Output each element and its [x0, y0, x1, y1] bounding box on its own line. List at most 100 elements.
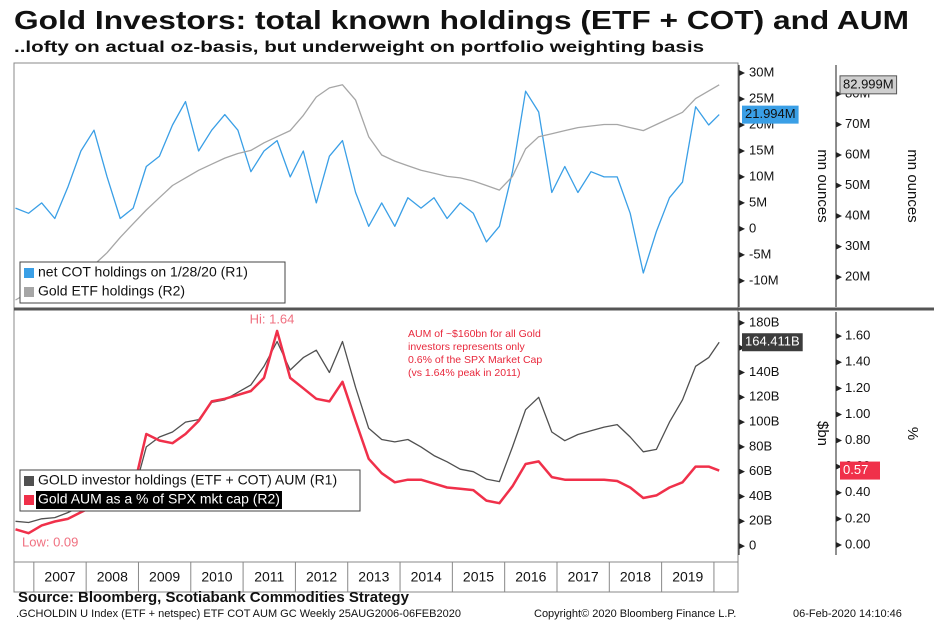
y-tick-label: 140B: [749, 364, 779, 379]
y2-tick-label: 70M: [845, 116, 870, 131]
footer: 06-Feb-2020 14:10:46: [793, 608, 902, 620]
y-tick: [739, 70, 745, 77]
y-tick: [739, 468, 745, 475]
y-tick: [739, 443, 745, 450]
last-value-label: 82.999M: [843, 76, 894, 91]
y2-tick: [836, 121, 842, 128]
legend-label: Gold ETF holdings (R2): [38, 283, 185, 299]
source: Source: Bloomberg, Scotiabank Commoditie…: [18, 589, 410, 606]
y-tick: [739, 199, 745, 206]
y-tick-label: 30M: [749, 64, 774, 79]
series-line: [15, 84, 720, 301]
y-axis-title: $bn: [814, 421, 831, 446]
y2-tick-label: 50M: [845, 177, 870, 192]
y2-tick-label: 1.40: [845, 354, 870, 369]
y-tick-label: 120B: [749, 389, 779, 404]
y-tick-label: 0: [749, 538, 756, 553]
y2-tick: [836, 385, 842, 392]
chart-subtitle: ..lofty on actual oz-basis, but underwei…: [14, 39, 704, 56]
annotation-note: AUM of ~$160bn for all Gold: [408, 328, 541, 340]
y-tick: [739, 251, 745, 258]
legend-swatch: [24, 495, 34, 505]
series-line: [15, 90, 720, 274]
x-tick-label: 2019: [672, 569, 703, 585]
y-tick: [739, 147, 745, 154]
y-tick: [739, 419, 745, 426]
annotation-note: 0.6% of the SPX Market Cap: [408, 354, 542, 366]
y-tick-label: 25M: [749, 90, 774, 105]
footer: Copyright© 2020 Bloomberg Finance L.P.: [534, 608, 736, 620]
x-tick-label: 2015: [463, 569, 494, 585]
y-tick: [739, 394, 745, 401]
x-tick-label: 2009: [149, 569, 180, 585]
y2-tick-label: 1.20: [845, 380, 870, 395]
last-value-tag: [839, 75, 898, 95]
legend-box: [19, 261, 286, 304]
y-tick: [739, 319, 745, 326]
x-tick-label: 2007: [44, 569, 75, 585]
y-tick: [739, 173, 745, 180]
y2-tick-label: 0.00: [845, 536, 870, 551]
legend-label: GOLD investor holdings (ETF + COT) AUM (…: [38, 472, 337, 488]
annotation-note: (vs 1.64% peak in 2011): [408, 367, 520, 379]
y2-tick-label: 0.80: [845, 432, 870, 447]
y-axis-title: mn ounces: [814, 149, 831, 222]
y2-tick: [836, 333, 842, 340]
legend-swatch: [24, 287, 34, 297]
y-tick-label: 40B: [749, 488, 772, 503]
last-value-tag: [742, 105, 799, 124]
footer: .GCHOLDIN U Index (ETF + netspec) ETF CO…: [16, 608, 461, 620]
y-tick-label: 0: [749, 220, 756, 235]
y-tick-label: -10M: [749, 272, 779, 287]
y-tick-label: 5M: [749, 194, 767, 209]
y2-tick: [836, 411, 842, 418]
y-tick-label: 15M: [749, 142, 774, 157]
y-tick-label: 10M: [749, 168, 774, 183]
y-tick-label: 80B: [749, 438, 772, 453]
x-tick-label: 2018: [620, 569, 651, 585]
annotation-note: investors represents only: [408, 341, 525, 353]
y2-tick-label: 30M: [845, 238, 870, 253]
x-tick-label: 2016: [515, 569, 546, 585]
last-value-label: 21.994M: [745, 106, 796, 121]
last-value-label: 0.57: [843, 462, 868, 477]
y-tick: [739, 96, 745, 103]
last-value-tag: [840, 461, 880, 480]
legend-label: net COT holdings on 1/28/20 (R1): [38, 264, 248, 280]
y-tick-label: 60B: [749, 463, 772, 478]
y2-tick: [836, 463, 842, 470]
y2-tick-label: 0.40: [845, 484, 870, 499]
last-value-label: 164.411B: [745, 334, 800, 349]
y2-tick: [836, 152, 842, 159]
y-tick-label: 180B: [749, 314, 779, 329]
legend-swatch: [24, 476, 34, 486]
y-tick: [739, 543, 745, 550]
y2-tick-label: 60M: [845, 146, 870, 161]
x-tick-label: 2014: [411, 569, 442, 585]
y-tick: [739, 369, 745, 376]
y2-tick: [836, 213, 842, 220]
y2-tick: [836, 182, 842, 189]
x-tick-label: 2010: [201, 569, 232, 585]
y-tick: [739, 518, 745, 525]
y-tick-label: 20B: [749, 513, 772, 528]
y-tick: [739, 121, 745, 128]
y2-axis-title: mn ounces: [904, 149, 921, 222]
x-tick-label: 2008: [97, 569, 128, 585]
y2-tick-label: 20M: [845, 269, 870, 284]
y-tick-label: 100B: [749, 414, 779, 429]
legend-swatch: [24, 268, 34, 278]
x-tick-label: 2013: [358, 569, 389, 585]
annotation-low: Low: 0.09: [22, 534, 78, 549]
y2-axis-title: %: [904, 427, 921, 440]
legend-highlight: [36, 491, 282, 509]
y-tick: [739, 277, 745, 284]
y2-tick: [836, 437, 842, 444]
y2-tick: [836, 515, 842, 522]
x-tick-label: 2012: [306, 569, 337, 585]
y2-tick: [836, 541, 842, 548]
y2-tick-label: 1.00: [845, 406, 870, 421]
y2-tick: [836, 90, 842, 97]
y2-tick: [836, 489, 842, 496]
